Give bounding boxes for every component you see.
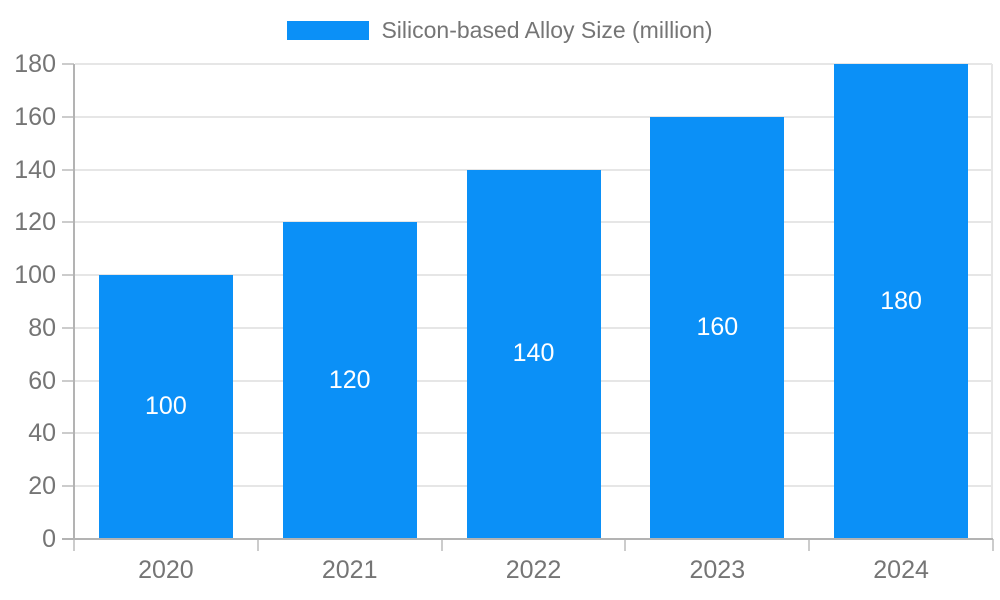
- legend-swatch: [287, 20, 370, 40]
- bar-value-label: 100: [145, 392, 187, 421]
- bar-value-label: 180: [880, 286, 922, 315]
- y-axis-label: 60: [28, 366, 56, 395]
- legend-item[interactable]: Silicon-based Alloy Size (million): [0, 16, 1000, 44]
- y-axis-tick: [62, 63, 74, 65]
- gridline: [75, 63, 992, 65]
- bar-2021[interactable]: 120: [282, 222, 417, 539]
- x-axis-tick: [73, 539, 75, 551]
- y-axis-label: 160: [14, 102, 56, 131]
- x-axis-tick: [624, 539, 627, 551]
- y-axis-label: 40: [28, 419, 56, 448]
- x-axis-tick: [808, 539, 811, 551]
- y-axis-label: 80: [28, 313, 56, 342]
- x-axis-tick: [256, 539, 259, 551]
- y-axis-tick: [62, 168, 74, 171]
- x-axis-label: 2020: [138, 556, 194, 584]
- bar-2022[interactable]: 140: [466, 169, 601, 539]
- legend-label: Silicon-based Alloy Size (million): [381, 17, 713, 43]
- x-axis-label: 2024: [873, 556, 929, 584]
- y-axis-label: 120: [14, 208, 56, 237]
- x-axis-tick: [992, 539, 994, 551]
- y-axis-tick: [62, 485, 74, 488]
- x-axis-line: [62, 538, 993, 540]
- y-axis-line: [73, 64, 75, 539]
- y-axis-tick: [62, 115, 74, 118]
- y-axis-tick: [62, 432, 74, 435]
- y-axis-tick: [62, 274, 74, 277]
- y-axis-label: 140: [14, 155, 56, 184]
- y-axis-label: 180: [14, 50, 56, 78]
- x-axis-label: 2021: [321, 556, 378, 584]
- y-axis-tick: [62, 221, 74, 224]
- bar-value-label: 120: [328, 365, 371, 394]
- bar-2024[interactable]: 180: [834, 64, 969, 539]
- x-axis-tick: [440, 539, 443, 551]
- y-axis-tick: [62, 379, 74, 382]
- y-axis-tick: [62, 326, 74, 329]
- bar-2020[interactable]: 100: [98, 275, 233, 539]
- bar-value-label: 140: [512, 339, 555, 368]
- y-axis-label: 20: [28, 472, 56, 501]
- plot-right-border: [991, 64, 993, 539]
- bar-2023[interactable]: 160: [650, 116, 785, 539]
- gridline: [75, 115, 992, 118]
- bar-value-label: 160: [696, 312, 739, 341]
- x-axis-label: 2023: [689, 556, 746, 584]
- y-axis-label: 0: [42, 525, 56, 553]
- y-axis-label: 100: [14, 261, 56, 290]
- x-axis-label: 2022: [505, 556, 562, 584]
